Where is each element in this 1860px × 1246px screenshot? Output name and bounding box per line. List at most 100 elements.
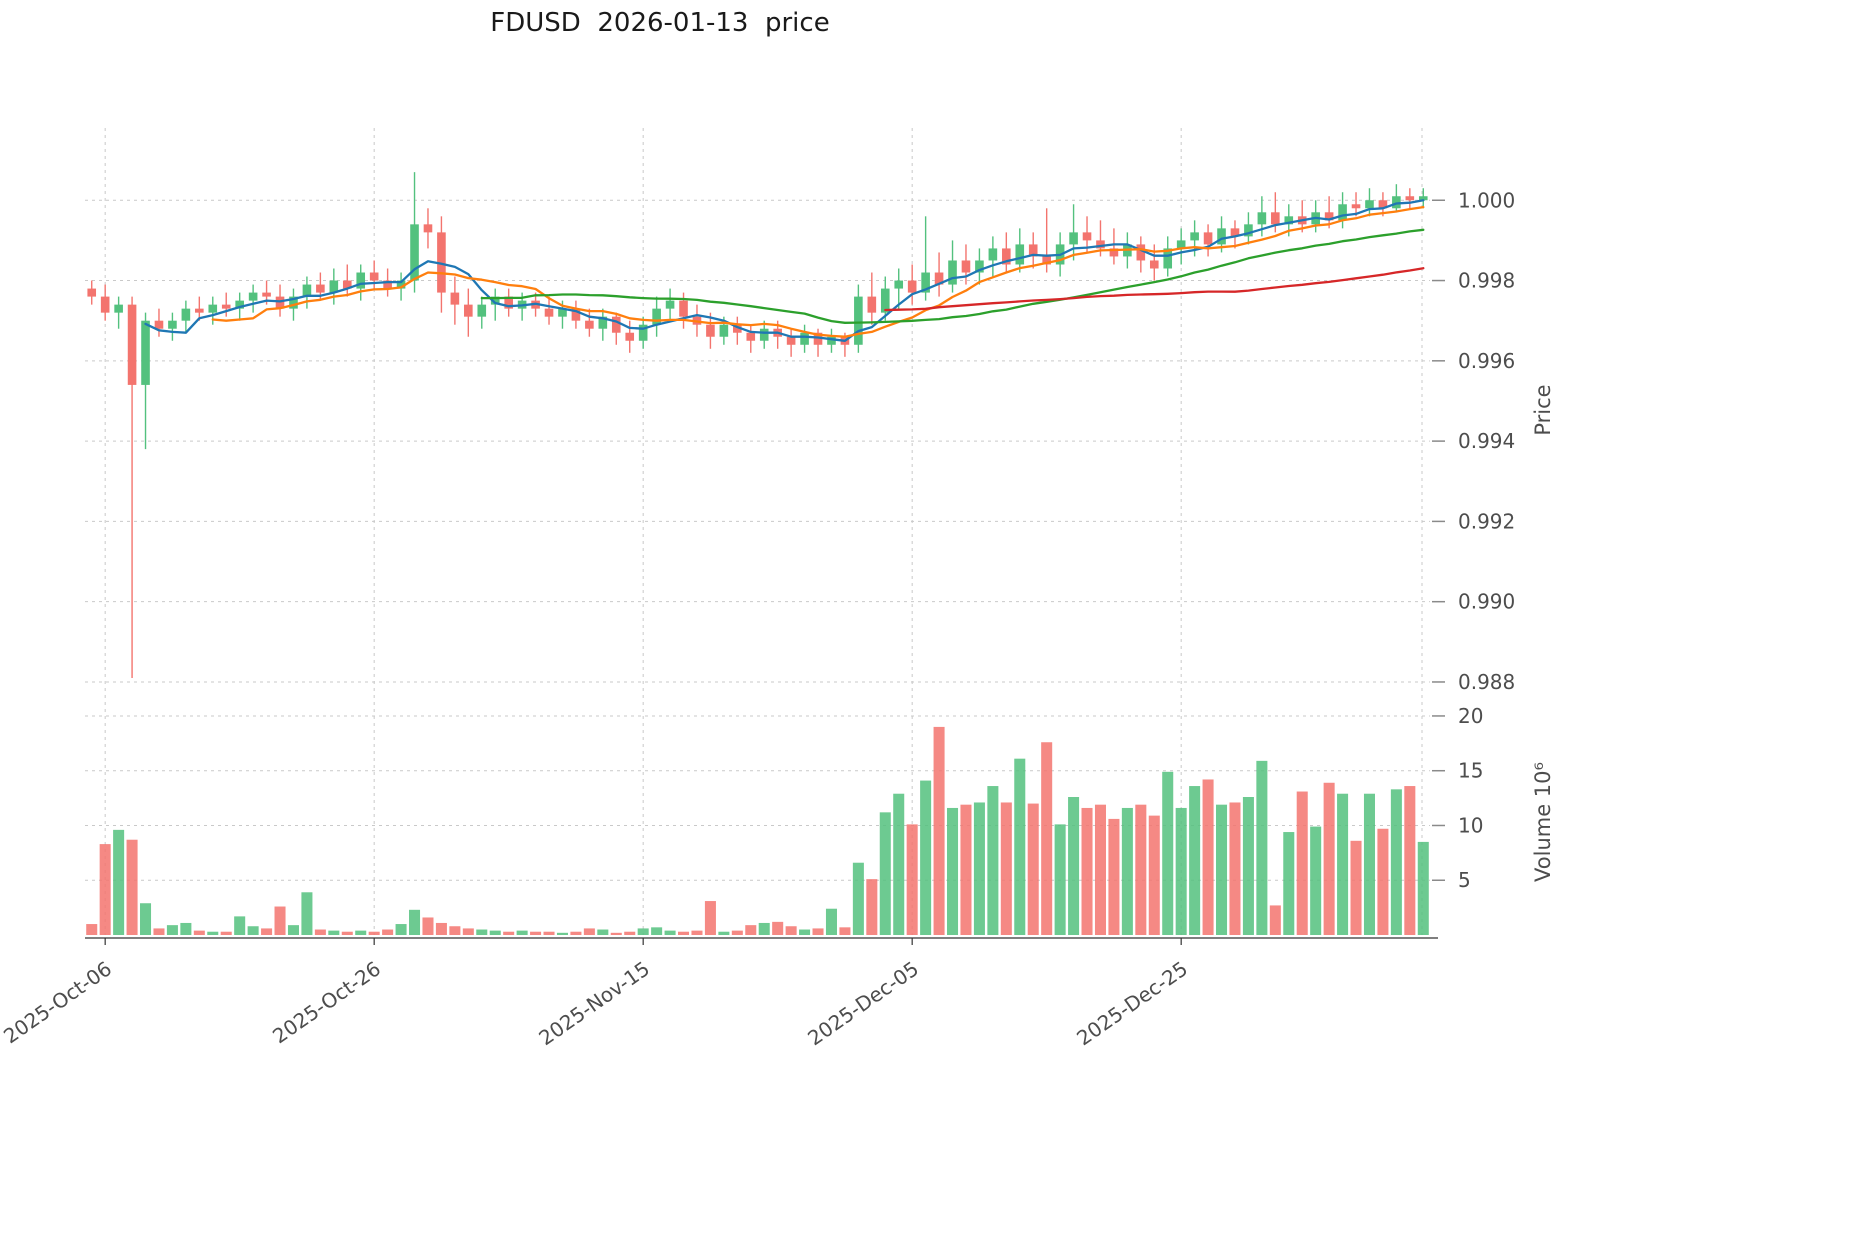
- candle-body: [450, 292, 460, 305]
- candle-body: [1015, 244, 1025, 265]
- volume-bar: [1323, 782, 1335, 935]
- volume-bar: [435, 922, 447, 935]
- candle-body: [638, 324, 648, 341]
- volume-bar: [220, 931, 232, 935]
- candle-body: [437, 232, 446, 293]
- volume-bar: [166, 925, 178, 935]
- volume-bar: [879, 812, 891, 935]
- candle-body: [396, 280, 406, 289]
- volume-tick-label: 10: [1458, 813, 1483, 837]
- ma-line-ma10: [211, 205, 1425, 338]
- volume-bar: [799, 929, 811, 935]
- candle-body: [975, 260, 984, 273]
- volume-bar: [355, 930, 367, 935]
- volume-bar: [274, 906, 286, 935]
- candle-body: [1190, 232, 1199, 241]
- candle-body: [141, 320, 150, 385]
- volume-bar: [1242, 797, 1254, 935]
- candle-body: [1203, 232, 1213, 245]
- volume-bar: [1162, 771, 1174, 935]
- candle-body: [1271, 212, 1280, 225]
- volume-bar: [1041, 742, 1053, 935]
- candle-body: [625, 332, 635, 341]
- x-axis: 2025-Oct-06 2025-Oct-26 2025-Nov-15 2025-De…: [0, 937, 1438, 1050]
- volume-bar: [113, 829, 125, 935]
- candle-body: [719, 324, 729, 337]
- ma-line-ma30: [480, 228, 1425, 324]
- volume-bar: [341, 931, 353, 935]
- candle-body: [1257, 212, 1267, 225]
- volume-bar: [772, 921, 784, 935]
- volume-bar: [933, 726, 945, 935]
- volume-bar: [1310, 826, 1322, 935]
- volume-bar: [1256, 760, 1268, 935]
- volume-bar: [1108, 818, 1120, 935]
- volume-bar: [987, 786, 999, 935]
- candle-body: [558, 308, 567, 317]
- candle-body: [813, 332, 823, 345]
- volume-bar: [906, 824, 918, 935]
- candle-body: [1392, 196, 1401, 209]
- volume-bar: [960, 804, 972, 935]
- volume-bar: [1148, 815, 1160, 935]
- candle-body: [598, 316, 608, 329]
- candle-body: [1418, 196, 1428, 201]
- volume-bar: [758, 922, 770, 935]
- candle-body: [585, 320, 594, 329]
- candle-body: [1028, 244, 1038, 257]
- candle-body: [262, 292, 271, 297]
- volume-bar: [1175, 807, 1187, 935]
- candle-body: [746, 332, 756, 341]
- volume-bar: [664, 930, 676, 935]
- price-axis: 1.000 0.998 0.996 0.994 0.992 0.990 0.988: [85, 188, 1515, 694]
- candle-body: [477, 304, 487, 317]
- candle-body: [490, 296, 500, 305]
- volume-bar: [866, 879, 878, 935]
- volume-bar: [261, 928, 273, 935]
- candle-body: [208, 304, 218, 313]
- volume-bar: [825, 908, 837, 935]
- candle-body: [1109, 248, 1119, 257]
- volume-bar: [1404, 786, 1416, 935]
- volume-bar: [1229, 802, 1241, 935]
- candle-body: [356, 272, 366, 289]
- volume-bar: [543, 931, 555, 935]
- candle-body: [1217, 228, 1226, 245]
- candle-body: [369, 272, 379, 281]
- volume-bar: [86, 924, 98, 935]
- volume-bar: [462, 928, 474, 935]
- volume-bar: [1390, 789, 1402, 935]
- volume-bar: [207, 931, 219, 935]
- volume-bar: [718, 931, 730, 935]
- price-tick-label: 0.990: [1458, 590, 1515, 614]
- candle-body: [235, 300, 244, 309]
- volume-bar: [449, 926, 461, 935]
- volume-bar: [395, 924, 407, 935]
- volume-bar: [126, 839, 138, 935]
- volume-bar: [1189, 786, 1201, 935]
- volume-axis: 5 10 15 20: [85, 704, 1483, 892]
- candle-body: [221, 304, 231, 309]
- volume-bar: [530, 931, 542, 935]
- candle-body: [168, 320, 177, 329]
- volume-bar: [1027, 803, 1039, 935]
- candle-body: [854, 296, 863, 345]
- volume-bar: [1135, 804, 1147, 935]
- volume-bar: [1377, 828, 1389, 935]
- candle-body: [1351, 204, 1361, 209]
- chart-title: FDUSD 2026-01-13 price: [490, 8, 830, 38]
- candle-body: [1365, 200, 1374, 209]
- volume-bar: [1054, 824, 1066, 935]
- candle-body: [827, 336, 836, 345]
- price-tick-label: 0.998: [1458, 269, 1515, 293]
- volume-bar: [516, 930, 528, 935]
- ma-line-ma60: [884, 267, 1425, 312]
- candle-body: [1244, 224, 1253, 237]
- volume-bar: [503, 931, 515, 935]
- volume-bar: [1094, 804, 1106, 935]
- volume-bar: [301, 892, 313, 935]
- candle-body: [410, 224, 419, 281]
- candle-body: [316, 284, 325, 293]
